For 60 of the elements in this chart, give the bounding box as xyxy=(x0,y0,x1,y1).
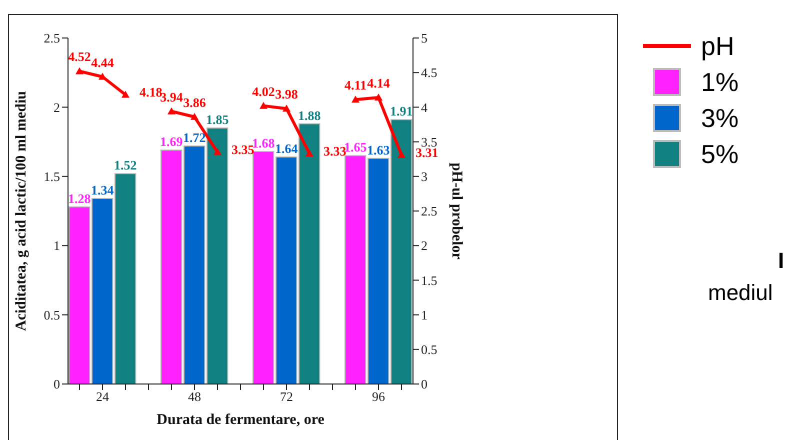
point xyxy=(214,148,222,156)
y2-tick-label: 1 xyxy=(421,307,428,322)
y2-tick-label: 1.5 xyxy=(421,272,438,288)
point xyxy=(122,90,130,98)
y-tick-label: 0.5 xyxy=(44,307,60,322)
y-tick-label: 1 xyxy=(54,238,60,254)
legend-label: 3% xyxy=(701,102,739,134)
point xyxy=(98,72,106,80)
y-tick-label: 2.5 xyxy=(44,30,60,46)
data-label: 3.98 xyxy=(275,86,298,102)
legend-label: pH xyxy=(701,30,734,62)
data-label: 1.52 xyxy=(114,158,137,173)
data-label: 1.91 xyxy=(390,104,413,119)
data-label: 4.18 xyxy=(140,84,163,100)
y2-tick-label: 4.5 xyxy=(421,65,438,80)
x-tick-label: 96 xyxy=(372,389,386,404)
point xyxy=(190,112,198,120)
point xyxy=(374,94,382,101)
y-axis-title: Aciditatea, g acid lactic/100 ml mediu xyxy=(13,91,30,331)
data-label: 1.34 xyxy=(90,182,114,198)
y2-tick-label: 2 xyxy=(421,238,428,254)
y-tick-label: 2 xyxy=(54,100,60,115)
y-tick-label: 0 xyxy=(54,376,60,392)
data-label: 1.72 xyxy=(182,130,206,145)
text: mediul xyxy=(708,280,773,306)
data-label: 3.35 xyxy=(232,142,255,158)
x-tick-label: 48 xyxy=(188,389,201,404)
data-label: 4.11 xyxy=(344,78,367,93)
data-label: 1.88 xyxy=(298,108,322,123)
y-tick-label: 1.5 xyxy=(44,169,60,184)
data-label: 1.63 xyxy=(366,142,390,158)
legend-label: 1% xyxy=(701,66,739,98)
x-axis-title: Durata de fermentare, ore xyxy=(156,412,325,428)
y2-tick-label: 4 xyxy=(421,100,428,115)
point xyxy=(260,102,268,109)
data-label: 4.44 xyxy=(91,54,114,70)
data-label: 3.86 xyxy=(183,94,206,110)
data-label: 1.28 xyxy=(68,190,92,206)
y2-tick-label: 0 xyxy=(421,376,428,392)
point xyxy=(352,96,360,103)
y2-tick-label: 3 xyxy=(421,169,428,184)
x-tick-label: 72 xyxy=(280,389,293,404)
x-tick-label: 24 xyxy=(96,389,110,404)
y2-axis-title: pH-ul probelor xyxy=(448,162,465,260)
point xyxy=(76,67,84,74)
data-label: 4.02 xyxy=(252,84,275,99)
y2-tick-label: 3.5 xyxy=(421,134,438,150)
point xyxy=(306,150,314,157)
text: I xyxy=(778,248,784,274)
point xyxy=(282,104,290,112)
data-label: 1.85 xyxy=(206,112,230,127)
y2-tick-label: 0.5 xyxy=(421,342,438,358)
y2-tick-label: 2.5 xyxy=(421,204,438,219)
data-label: 1.64 xyxy=(274,141,298,156)
point xyxy=(398,150,406,158)
y2-tick-label: 5 xyxy=(421,30,428,46)
data-label: 4.14 xyxy=(367,76,390,91)
point xyxy=(168,107,176,114)
legend-label: 5% xyxy=(701,138,739,170)
data-label: 1.69 xyxy=(160,134,184,150)
